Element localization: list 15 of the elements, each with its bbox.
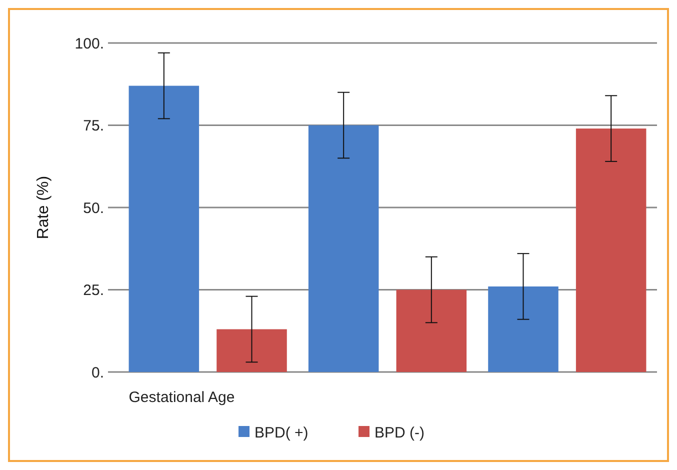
y-tick-label: 50.	[83, 200, 104, 217]
x-tick-label: Gestational Age	[128, 389, 235, 406]
bar	[308, 125, 379, 372]
y-tick-label: 25.	[83, 282, 104, 299]
y-axis-title: Rate (%)	[35, 176, 52, 240]
bar	[576, 128, 646, 372]
bar	[128, 86, 200, 372]
y-tick-label: 0.	[91, 364, 104, 382]
bar	[488, 286, 558, 372]
bar	[396, 290, 467, 372]
bar	[216, 329, 287, 372]
legend-label: BPD( +)	[254, 424, 308, 442]
legend-label: BPD (-)	[374, 424, 424, 442]
y-tick-label: 75.	[83, 118, 104, 134]
y-tick-label: 100.	[74, 35, 104, 52]
